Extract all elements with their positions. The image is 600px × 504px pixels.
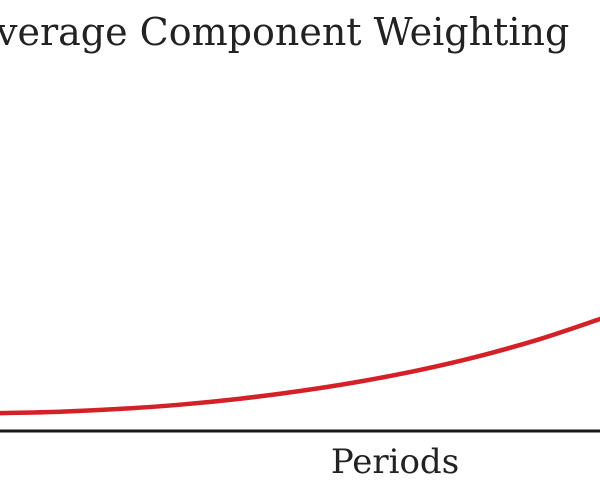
chart-title: verage Component Weighting (0, 10, 569, 54)
x-axis-label: Periods (331, 442, 459, 482)
series-line (0, 316, 600, 416)
